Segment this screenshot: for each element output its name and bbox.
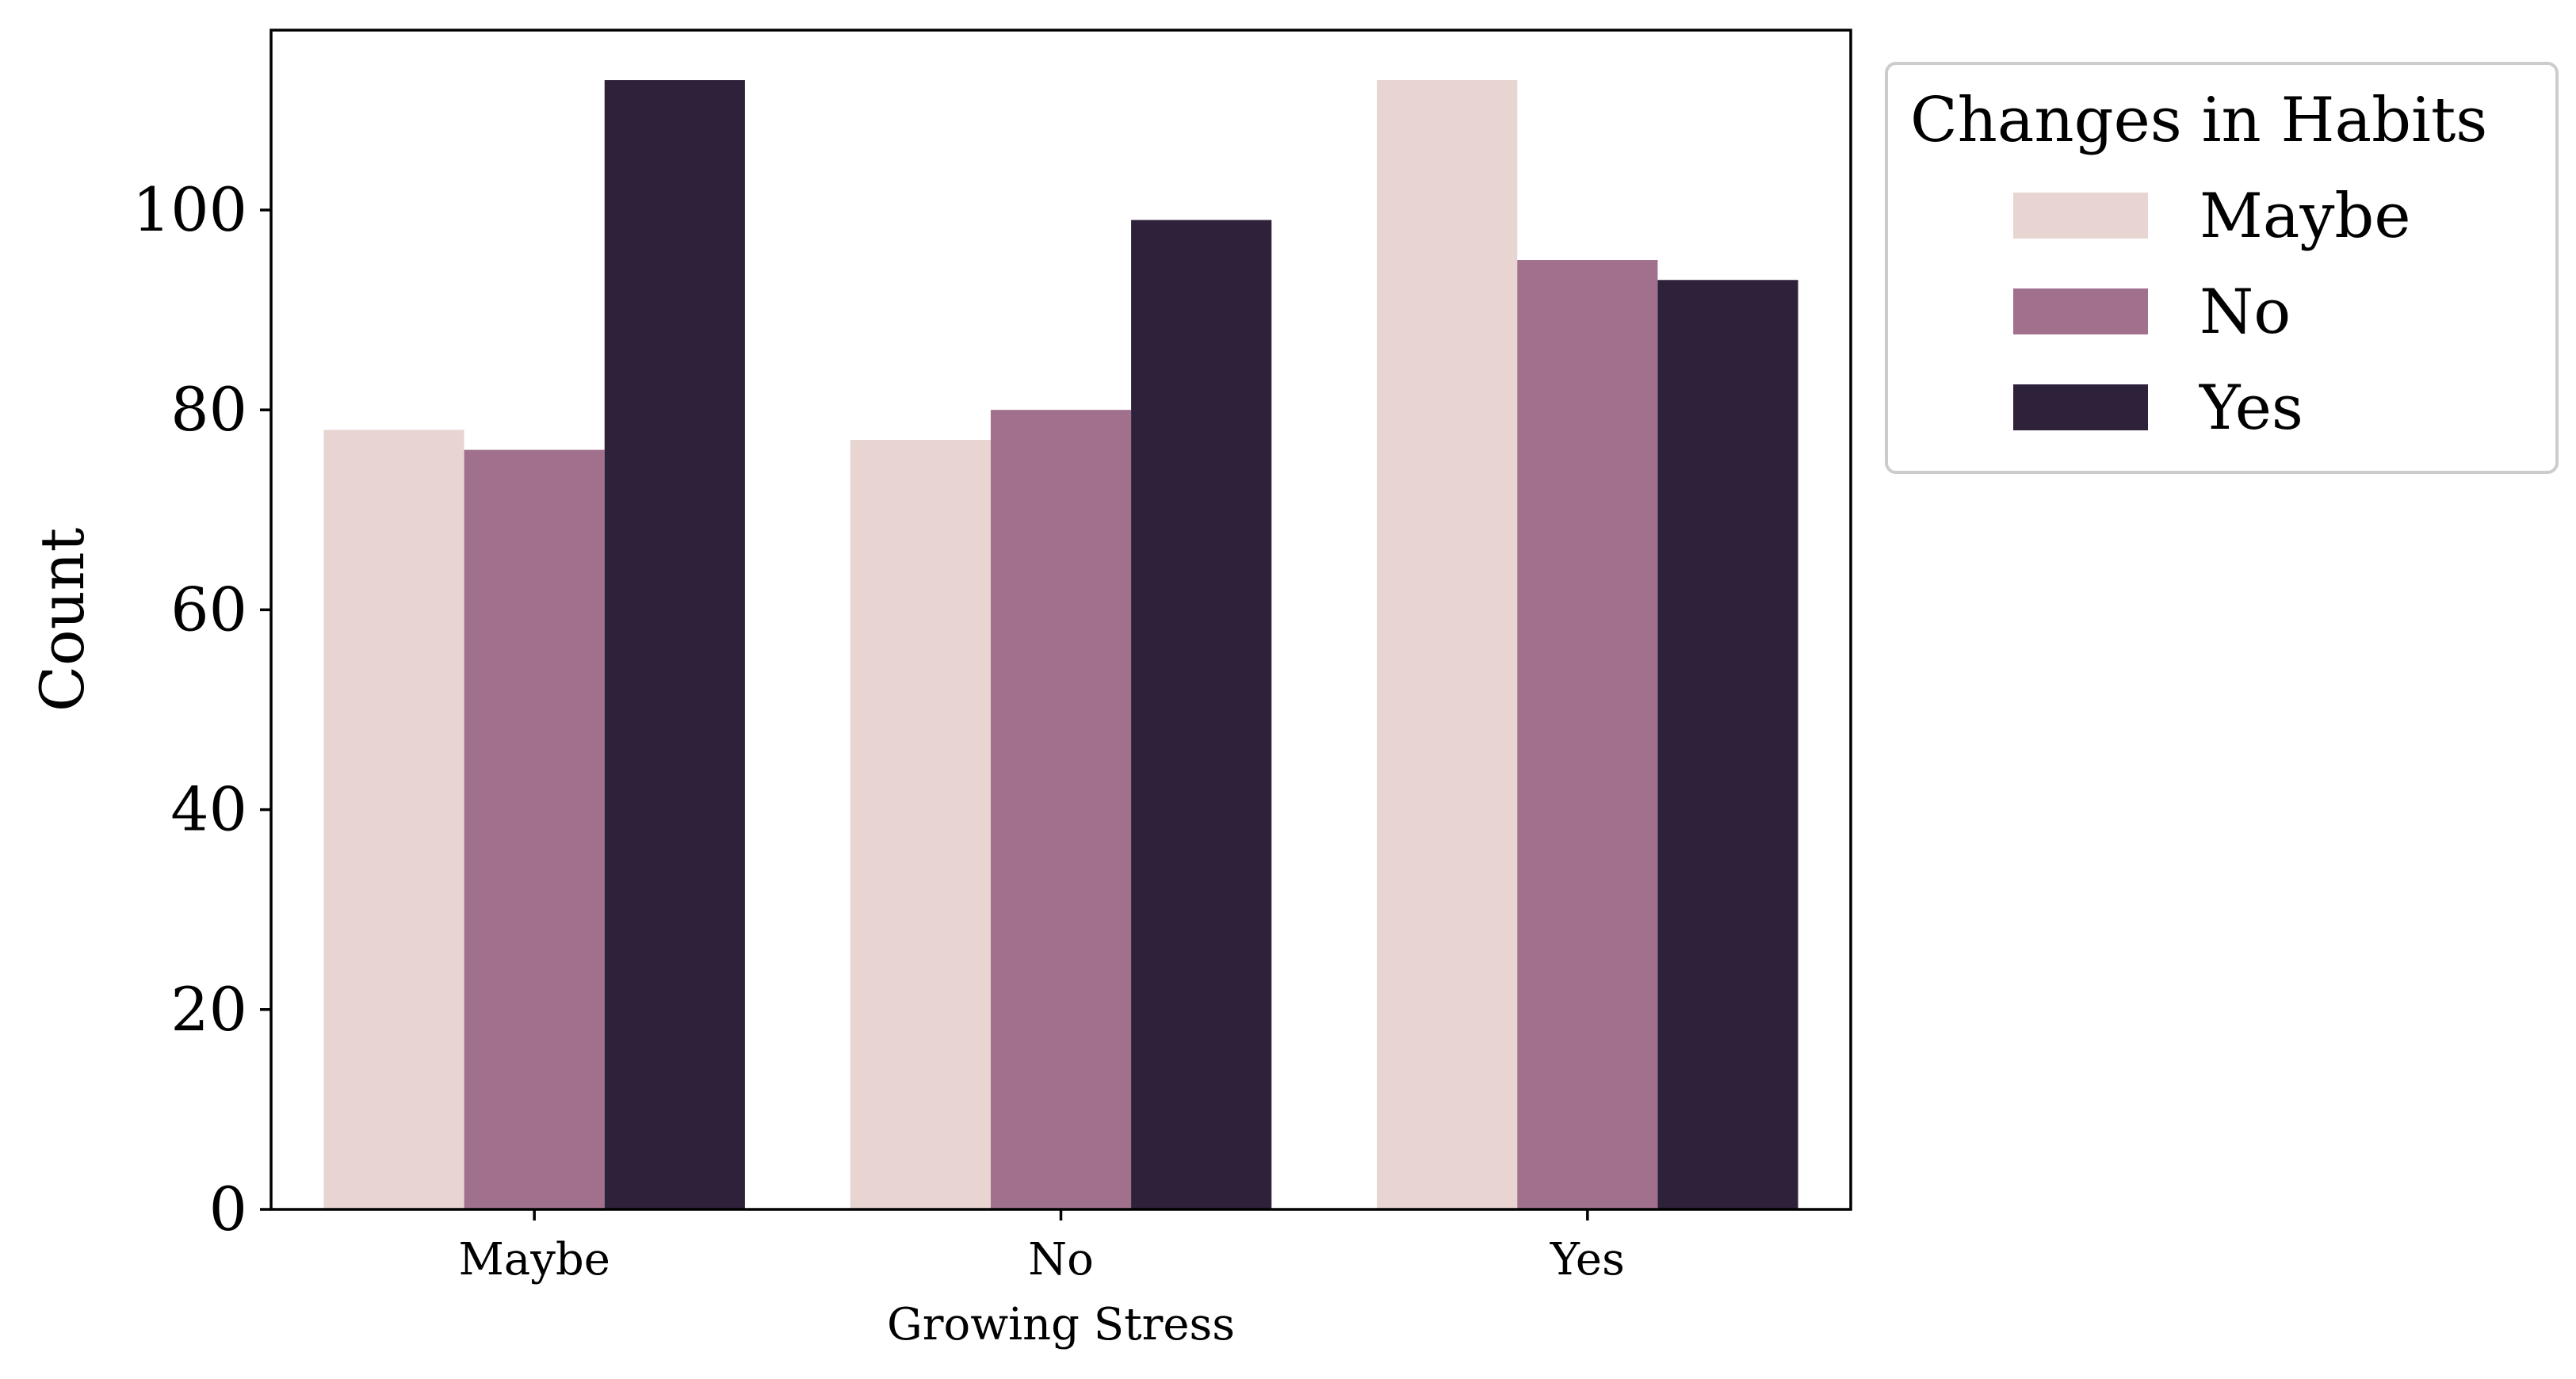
axes-layer: 0 20 40 60 80 100 Maybe No Yes [132, 29, 1852, 1285]
bar-maybe-yes [1377, 80, 1518, 1209]
bar-yes-no [1131, 220, 1272, 1209]
legend-swatch-no [2013, 288, 2148, 334]
legend-label-no: No [2200, 277, 2291, 348]
legend-entries: Maybe No Yes [2013, 181, 2411, 444]
y-axis-title: Count [27, 528, 97, 712]
legend-swatch-yes [2013, 384, 2148, 430]
y-tick-label: 60 [170, 574, 247, 644]
bars-layer [323, 80, 1798, 1209]
y-tick-label: 100 [132, 174, 247, 245]
y-tick-label: 40 [170, 774, 247, 845]
bar-yes-yes [1657, 280, 1798, 1209]
legend: Changes in Habits Maybe No Yes [1885, 62, 2559, 474]
legend-label-maybe: Maybe [2200, 181, 2411, 252]
x-tick-label: Maybe [458, 1234, 610, 1285]
x-axis-title: Growing Stress [887, 1299, 1235, 1350]
legend-swatch-maybe [2013, 193, 2148, 239]
legend-frame [1885, 62, 2559, 474]
x-tick-label: No [1028, 1234, 1094, 1285]
y-tick-label: 80 [170, 374, 247, 445]
bar-maybe-no [850, 440, 991, 1209]
legend-title: Changes in Habits [1910, 85, 2487, 156]
y-tick-label: 0 [209, 1174, 247, 1244]
legend-label-yes: Yes [2199, 372, 2303, 444]
x-tick-label: Yes [1550, 1234, 1625, 1285]
bar-no-yes [1517, 260, 1658, 1209]
bar-no-no [990, 410, 1132, 1209]
bar-maybe-maybe [323, 430, 464, 1209]
y-tick-label: 20 [170, 974, 247, 1045]
bar-no-maybe [464, 449, 605, 1209]
labels-layer: Growing Stress Count [27, 528, 1235, 1350]
bar-yes-maybe [604, 80, 745, 1209]
